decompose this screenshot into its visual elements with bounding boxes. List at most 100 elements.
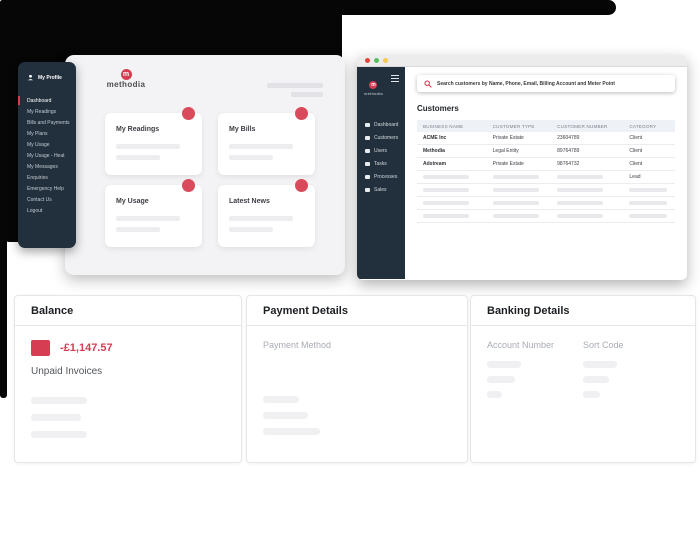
nav-item-contact-us[interactable]: Contact Us — [18, 194, 76, 205]
sidebar-item-tasks[interactable]: Tasks — [357, 157, 405, 170]
placeholder-bar — [583, 361, 617, 368]
nav-item-label: My Messages — [27, 163, 58, 170]
cell-customer-number: 89764789 — [557, 148, 580, 154]
column-header[interactable]: BUSINESS NAME — [423, 123, 464, 129]
customers-table: BUSINESS NAME CUSTOMER TYPE CUSTOMER NUM… — [417, 120, 675, 223]
nav-item-enquiries[interactable]: Enquiries — [18, 172, 76, 183]
sidebar-item-users[interactable]: Users — [357, 144, 405, 157]
table-row[interactable] — [417, 184, 675, 197]
sidebar-item-dashboard[interactable]: Dashboard — [357, 118, 405, 131]
placeholder-bar — [229, 144, 293, 149]
nav-item-bills-and-payments[interactable]: Bills and Payments — [18, 117, 76, 128]
cell-category: Lead — [629, 174, 641, 180]
methodia-logo-icon: m — [120, 69, 132, 80]
nav-item-label: Bills and Payments — [27, 119, 70, 126]
placeholder-bar — [557, 175, 604, 179]
balance-card: Balance -£1,147.57 Unpaid Invoices — [14, 295, 242, 463]
placeholder-bar — [492, 175, 539, 179]
sales-icon — [365, 187, 370, 192]
zoom-window-button[interactable] — [383, 58, 388, 63]
placeholder-bar — [487, 391, 502, 398]
table-row[interactable]: ACME Inc Private Estate 23604789 Client — [417, 132, 675, 145]
nav-item-my-usage-heat[interactable]: My Usage - Heat — [18, 150, 76, 161]
mobile-nav-list: Dashboard My Readings Bills and Payments… — [18, 95, 76, 216]
methodia-logo-text: methodia — [364, 91, 383, 96]
close-window-button[interactable] — [365, 58, 370, 63]
card-latest-news[interactable]: Latest News — [218, 179, 315, 247]
sidebar-item-label: Customers — [374, 134, 399, 141]
crm-nav-list: Dashboard Customers Users Tasks Processe… — [357, 118, 405, 196]
table-row[interactable]: Lead — [417, 171, 675, 184]
column-header[interactable]: CATEGORY — [629, 123, 657, 129]
window-titlebar — [357, 55, 687, 67]
card-my-bills[interactable]: My Bills — [218, 107, 315, 175]
balance-amount: -£1,147.57 — [60, 342, 113, 354]
nav-item-label: Logout — [27, 207, 43, 214]
table-row[interactable]: Adstream Private Estate 98764732 Client — [417, 158, 675, 171]
placeholder-bar — [229, 155, 273, 160]
table-row[interactable]: Methodia Legal Entity 89764789 Client — [417, 145, 675, 158]
portal-dashboard-window: m methodia My Readings My Bills My Usage — [65, 55, 345, 275]
methodia-logo: m methodia — [364, 73, 383, 96]
profile-row[interactable]: My Profile — [18, 62, 76, 81]
table-row[interactable] — [417, 210, 675, 223]
sidebar-item-sales[interactable]: Sales — [357, 183, 405, 196]
methodia-logo: m methodia — [103, 63, 149, 89]
placeholder-bar — [492, 188, 539, 192]
sidebar-item-label: Dashboard — [374, 121, 399, 128]
nav-item-my-usage[interactable]: My Usage — [18, 139, 76, 150]
placeholder-bar — [629, 188, 667, 192]
minimize-window-button[interactable] — [374, 58, 379, 63]
torn-edge-decoration — [0, 0, 220, 6]
card-my-readings[interactable]: My Readings — [105, 107, 202, 175]
methodia-logo-icon: m — [369, 81, 378, 89]
card-my-usage[interactable]: My Usage — [105, 179, 202, 247]
sidebar-item-processes[interactable]: Processes — [357, 170, 405, 183]
placeholder-bar — [263, 428, 320, 435]
balance-card-title: Balance — [15, 296, 241, 326]
placeholder-bar — [423, 175, 469, 179]
placeholder-bar — [116, 155, 160, 160]
placeholder-bar — [557, 188, 604, 192]
cell-business-name: Adstream — [423, 161, 447, 167]
nav-item-my-readings[interactable]: My Readings — [18, 106, 76, 117]
column-header[interactable]: CUSTOMER TYPE — [492, 123, 535, 129]
nav-item-my-messages[interactable]: My Messages — [18, 161, 76, 172]
mobile-nav-panel: My Profile Dashboard My Readings Bills a… — [18, 62, 76, 248]
sidebar-item-label: Tasks — [374, 160, 387, 167]
column-header[interactable]: CUSTOMER NUMBER — [557, 123, 608, 129]
torn-edge-decoration — [0, 0, 7, 398]
cell-category: Client — [629, 135, 643, 141]
search-input[interactable] — [437, 80, 668, 87]
placeholder-bar — [229, 216, 293, 221]
profile-label: My Profile — [38, 74, 62, 81]
placeholder-bar — [583, 376, 609, 383]
placeholder-bar — [116, 144, 180, 149]
sidebar-item-label: Processes — [374, 173, 398, 180]
balance-indicator-icon — [31, 340, 50, 356]
sidebar-item-customers[interactable]: Customers — [357, 131, 405, 144]
banking-details-card: Banking Details Account Number Sort Code — [470, 295, 696, 463]
cell-business-name: Methodia — [423, 148, 445, 154]
nav-item-label: Emergency Help — [27, 185, 64, 192]
placeholder-bar — [263, 412, 308, 419]
cell-customer-type: Legal Entity — [492, 148, 519, 154]
notification-badge — [182, 179, 195, 192]
crm-window: m methodia Dashboard Customers Users Tas… — [357, 55, 687, 280]
placeholder-bar — [263, 396, 299, 403]
table-row[interactable] — [417, 197, 675, 210]
notification-badge — [295, 107, 308, 120]
nav-item-emergency-help[interactable]: Emergency Help — [18, 183, 76, 194]
nav-item-my-plans[interactable]: My Plans — [18, 128, 76, 139]
nav-item-logout[interactable]: Logout — [18, 205, 76, 216]
placeholder-bar — [229, 227, 273, 232]
account-number-label: Account Number — [487, 340, 555, 350]
payment-details-title: Payment Details — [247, 296, 467, 326]
header-placeholder — [267, 83, 323, 97]
nav-item-dashboard[interactable]: Dashboard — [18, 95, 76, 106]
placeholder-bar — [557, 214, 604, 218]
customer-search[interactable] — [417, 75, 675, 92]
cell-business-name: ACME Inc — [423, 135, 447, 141]
menu-icon[interactable] — [391, 75, 399, 82]
